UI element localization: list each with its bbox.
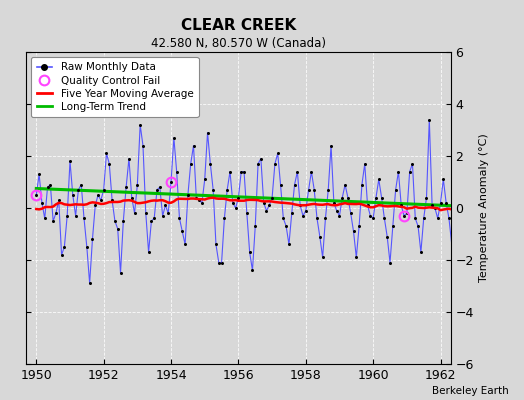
Text: 42.580 N, 80.570 W (Canada): 42.580 N, 80.570 W (Canada) (151, 38, 326, 50)
Legend: Raw Monthly Data, Quality Control Fail, Five Year Moving Average, Long-Term Tren: Raw Monthly Data, Quality Control Fail, … (31, 57, 199, 117)
Y-axis label: Temperature Anomaly (°C): Temperature Anomaly (°C) (479, 134, 489, 282)
Title: CLEAR CREEK: CLEAR CREEK (181, 18, 296, 33)
Text: Berkeley Earth: Berkeley Earth (432, 386, 508, 396)
